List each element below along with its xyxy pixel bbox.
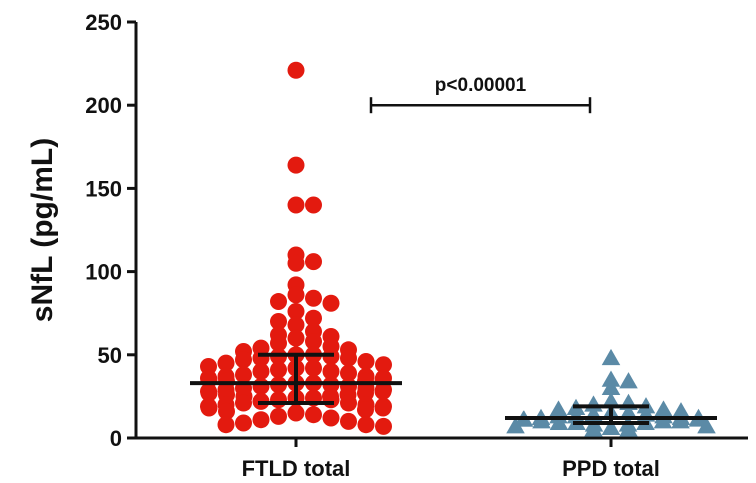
data-point-ftld: [287, 329, 305, 347]
data-point-ppd: [697, 417, 716, 434]
data-point-ftld: [340, 349, 357, 367]
summary-layer: [190, 352, 717, 426]
data-point-ftld: [340, 412, 357, 430]
data-point-ftld: [357, 416, 375, 434]
data-point-ftld: [322, 294, 340, 312]
data-point-ftld: [322, 391, 340, 409]
data-point-ftld: [287, 286, 305, 304]
data-point-ftld: [200, 357, 217, 375]
data-point-ppd: [532, 412, 551, 429]
data-point-ftld: [287, 61, 305, 79]
data-point-ftld: [374, 399, 392, 417]
data-point-ppd: [549, 413, 569, 430]
x-category-label: PPD total: [562, 456, 660, 481]
data-point-ftld: [270, 391, 287, 409]
data-point-ftld: [340, 364, 357, 382]
data-point-ftld: [235, 394, 252, 412]
data-point-ftld: [200, 384, 218, 402]
data-point-ftld: [252, 377, 270, 395]
annotation-layer: p<0.00001: [369, 75, 592, 114]
data-point-ftld: [217, 416, 235, 434]
data-point-ftld: [305, 289, 322, 307]
data-point-ftld: [357, 401, 374, 419]
data-point-ftld: [287, 196, 305, 214]
data-point-ppd: [619, 420, 638, 437]
data-point-ppd: [671, 412, 690, 429]
data-point-ftld: [270, 361, 287, 379]
y-tick-label: 250: [85, 10, 122, 35]
data-point-ftld: [217, 354, 235, 372]
data-point-ftld: [252, 362, 270, 380]
data-point-ftld: [287, 156, 305, 174]
data-point-ppd: [601, 418, 621, 435]
y-tick-label: 150: [85, 176, 122, 201]
data-point-ftld: [322, 409, 340, 427]
data-point-ftld: [305, 309, 322, 327]
data-point-ftld: [287, 316, 305, 334]
x-category-label: FTLD total: [242, 456, 351, 481]
data-point-ppd: [601, 378, 621, 396]
data-point-ftld: [287, 254, 305, 272]
p-value-label: p<0.00001: [435, 75, 527, 96]
data-point-ftld: [305, 406, 322, 424]
data-point-ftld: [235, 351, 252, 369]
data-point-ppd: [584, 420, 603, 437]
data-point-ftld: [270, 293, 287, 311]
data-point-ftld: [200, 399, 218, 417]
y-axis-title: sNfL (pg/mL): [26, 138, 59, 322]
y-tick-label: 0: [110, 426, 122, 451]
points-layer: [200, 61, 716, 437]
data-point-ppd: [506, 417, 525, 434]
data-point-ftld: [305, 332, 322, 350]
axes-layer: 0 50 100 150 200 250 FTLD total PPD total: [85, 10, 748, 481]
data-point-ftld: [270, 407, 287, 425]
data-point-ftld: [235, 366, 252, 384]
data-point-ftld: [218, 402, 235, 420]
data-point-ftld: [374, 382, 392, 400]
data-point-ftld: [270, 334, 287, 352]
data-point-ftld: [287, 404, 305, 422]
data-point-ppd: [619, 403, 638, 421]
data-point-ftld: [305, 359, 322, 377]
y-tick-label: 200: [85, 93, 122, 118]
data-point-ftld: [305, 253, 322, 271]
data-point-ppd: [601, 370, 621, 387]
data-point-ppd: [619, 372, 638, 389]
data-point-ftld: [375, 417, 392, 435]
data-point-ftld: [287, 303, 305, 321]
data-point-ftld: [305, 196, 322, 214]
data-point-ftld: [375, 356, 392, 374]
data-point-ftld: [340, 394, 357, 412]
data-point-ftld: [357, 352, 375, 370]
data-point-ftld: [322, 362, 340, 380]
data-point-ftld: [252, 411, 270, 429]
data-point-ftld: [270, 313, 287, 331]
data-point-ppd: [653, 412, 673, 429]
y-tick-label: 100: [85, 260, 122, 285]
data-point-ppd: [601, 392, 621, 409]
data-point-ftld: [235, 414, 252, 432]
data-point-ppd: [601, 348, 621, 366]
y-tick-label: 50: [98, 343, 122, 368]
